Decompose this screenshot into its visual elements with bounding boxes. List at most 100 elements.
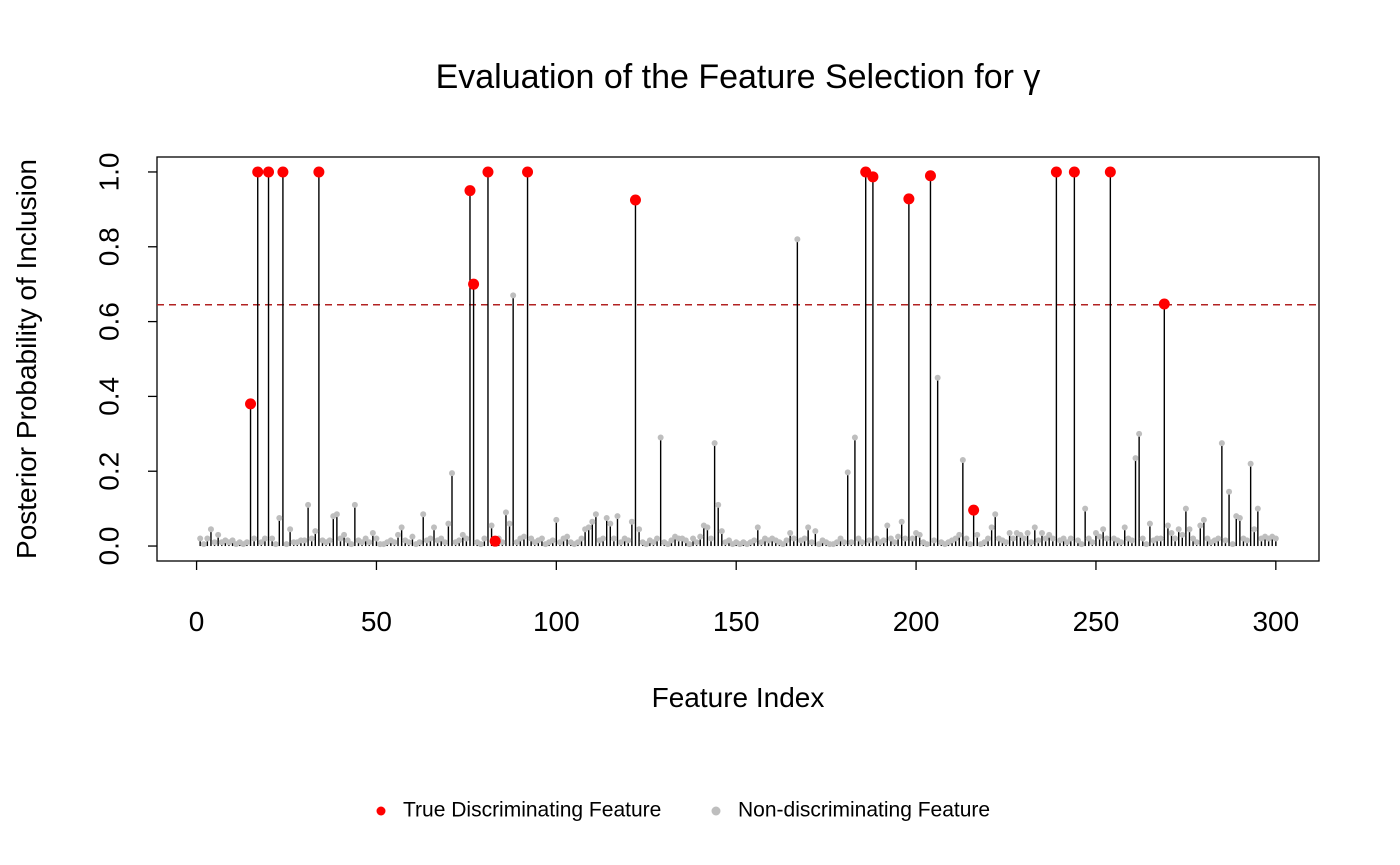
point [1254,505,1261,512]
point [715,501,722,508]
point [909,535,916,542]
point [528,535,535,542]
point [283,541,290,548]
point [464,185,476,197]
point [629,194,641,206]
point [215,531,222,538]
x-tick-label: 250 [1073,606,1120,637]
point [903,193,915,205]
point [574,539,581,546]
point [463,535,470,542]
point [344,537,351,544]
point [855,535,862,542]
point [373,535,380,542]
point [1010,535,1017,542]
point [697,533,704,540]
point [837,535,844,542]
point [654,535,661,542]
point [258,539,265,546]
point [277,166,289,178]
point [438,535,445,542]
point [1006,529,1013,536]
legend-marker [711,806,721,816]
point [1236,514,1243,521]
point [589,518,596,525]
point [197,535,204,542]
point [229,537,236,544]
point [1049,535,1056,542]
point [549,537,556,544]
point [301,537,308,544]
point [1103,535,1110,542]
point [1021,535,1028,542]
point [1100,526,1107,533]
point [686,541,693,548]
point [245,398,257,410]
point [779,541,786,548]
point [895,533,902,540]
point [628,518,635,525]
point [923,541,930,548]
x-tick-label: 150 [713,606,760,637]
point [269,535,276,542]
point [859,539,866,546]
point [553,516,560,523]
point [287,526,294,533]
point [1251,526,1258,533]
legend-label: True Discriminating Feature [403,799,661,822]
y-axis-label: Posterior Probability of Inclusion [11,159,42,559]
point [1172,535,1179,542]
point [441,539,448,546]
point [420,511,427,518]
point [931,537,938,544]
point [348,541,355,548]
y-tick-label: 0.0 [93,527,124,566]
point [924,170,936,182]
point [603,514,610,521]
point [1074,537,1081,544]
point [333,511,340,518]
point [578,535,585,542]
point [308,535,315,542]
x-tick-label: 50 [361,606,392,637]
point [664,541,671,548]
point [313,166,325,178]
point [1118,539,1125,546]
point [1128,537,1135,544]
point [1067,535,1074,542]
point [1186,526,1193,533]
point [1157,535,1164,542]
point [985,535,992,542]
point [790,535,797,542]
point [522,166,534,178]
point [848,539,855,546]
point [1190,535,1197,542]
point [1046,531,1053,538]
point [502,509,509,516]
point [812,528,819,535]
point [891,539,898,546]
point [704,524,711,531]
point [1272,535,1279,542]
point [808,539,815,546]
point [718,528,725,535]
point [887,535,894,542]
point [758,539,765,546]
chart-title: Evaluation of the Feature Selection for … [436,58,1041,96]
point [1035,537,1042,544]
point [1132,455,1139,462]
point [305,501,312,508]
point [934,374,941,381]
point [1168,529,1175,536]
point [851,434,858,441]
point [520,533,527,540]
point [510,292,517,299]
legend-label: Non-discriminating Feature [738,799,990,822]
point [988,524,995,531]
point [499,539,506,546]
point [1204,535,1211,542]
point [1096,533,1103,540]
point [751,537,758,544]
legend-marker [376,806,386,816]
point [873,535,880,542]
